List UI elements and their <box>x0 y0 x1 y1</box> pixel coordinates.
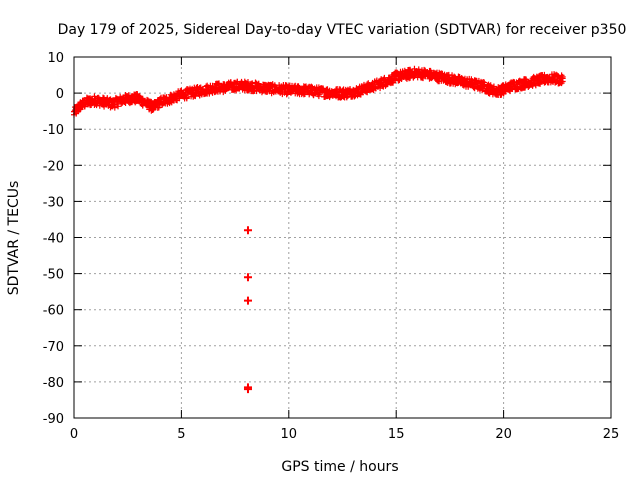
y-tick-label: -10 <box>43 123 64 138</box>
x-tick-label: 0 <box>70 427 78 442</box>
data-point <box>397 75 404 82</box>
data-point <box>315 93 322 100</box>
data-point <box>183 94 190 101</box>
y-tick-label: -80 <box>43 376 64 391</box>
chart-title: Day 179 of 2025, Sidereal Day-to-day VTE… <box>58 22 627 38</box>
y-tick-label: 10 <box>47 51 64 66</box>
data-point <box>192 93 199 100</box>
x-tick-label: 20 <box>495 427 512 442</box>
y-tick-label: 0 <box>56 87 64 102</box>
data-point <box>347 85 354 92</box>
x-tick-label: 5 <box>177 427 185 442</box>
x-tick-label: 25 <box>603 427 620 442</box>
grid-lines <box>74 57 611 418</box>
y-tick-label: -40 <box>43 232 64 247</box>
x-tick-label: 10 <box>281 427 298 442</box>
y-tick-label: -20 <box>43 159 64 174</box>
series-band <box>71 65 566 118</box>
data-point <box>199 85 206 92</box>
data-point <box>167 98 174 105</box>
data-point <box>308 83 315 90</box>
y-axis-label: SDTVAR / TECUs <box>6 181 22 296</box>
outlier-point <box>243 385 252 394</box>
y-tick-label: -50 <box>43 268 64 283</box>
x-tick-label: 15 <box>388 427 405 442</box>
data-series <box>71 65 566 394</box>
outlier-point <box>243 296 252 305</box>
x-axis-label: GPS time / hours <box>281 459 398 475</box>
outlier-point <box>243 273 252 282</box>
data-point <box>559 78 566 85</box>
data-point <box>155 104 162 111</box>
data-point <box>283 91 290 98</box>
y-tick-label: -90 <box>43 412 64 427</box>
y-tick-label: -70 <box>43 340 64 355</box>
y-tick-label: -60 <box>43 304 64 319</box>
data-point <box>320 85 327 92</box>
data-point <box>244 78 251 85</box>
data-point <box>112 94 119 101</box>
outlier-point <box>243 226 252 235</box>
axis-ticks: 0 5 10 15 20 25 10 0 -10 -20 -30 -40 -50 -60 -70 -80 -90 <box>43 51 620 442</box>
y-tick-label: -30 <box>43 195 64 210</box>
